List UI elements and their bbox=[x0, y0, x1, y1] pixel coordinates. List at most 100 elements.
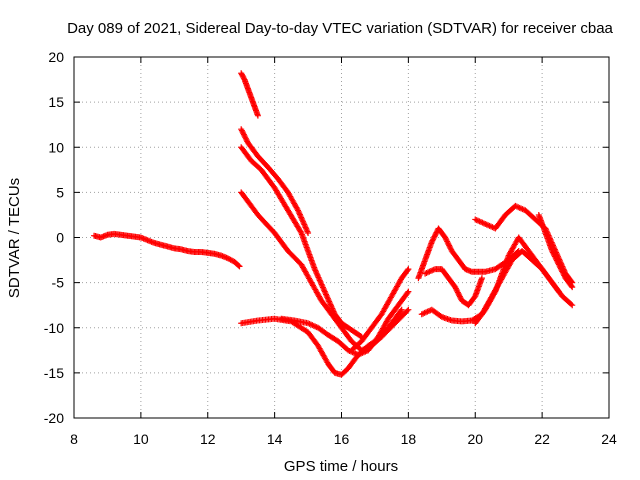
data-point bbox=[404, 307, 411, 314]
data-point bbox=[442, 235, 449, 242]
data-point bbox=[297, 228, 304, 235]
data-point bbox=[560, 271, 567, 278]
data-point bbox=[454, 289, 461, 296]
data-point bbox=[240, 131, 247, 138]
data-point bbox=[550, 250, 557, 257]
data-point bbox=[240, 130, 247, 137]
data-point bbox=[235, 262, 242, 269]
data-point bbox=[404, 289, 411, 296]
data-point bbox=[404, 267, 411, 274]
data-point bbox=[552, 254, 559, 261]
data-point bbox=[551, 252, 558, 259]
data-point bbox=[554, 258, 561, 265]
y-tick-label: -20 bbox=[44, 410, 64, 426]
data-series bbox=[91, 70, 576, 378]
data-point bbox=[446, 242, 453, 249]
data-point bbox=[557, 265, 564, 272]
data-point bbox=[242, 134, 249, 141]
data-point bbox=[559, 269, 566, 276]
y-tick-label: -10 bbox=[44, 320, 64, 336]
grid bbox=[74, 57, 609, 418]
data-point bbox=[242, 135, 249, 142]
data-point bbox=[453, 286, 460, 293]
y-tick-label: 5 bbox=[56, 184, 64, 200]
data-point bbox=[452, 284, 459, 291]
data-point bbox=[444, 238, 451, 245]
data-point bbox=[238, 126, 245, 133]
data-point bbox=[454, 288, 461, 295]
data-point bbox=[305, 229, 312, 236]
data-point bbox=[398, 306, 405, 313]
y-tick-label: -5 bbox=[52, 275, 65, 291]
data-point bbox=[432, 232, 439, 239]
data-point bbox=[554, 287, 561, 294]
x-tick-label: 12 bbox=[200, 431, 216, 447]
y-axis-label: SDTVAR / TECUs bbox=[6, 178, 23, 298]
data-point bbox=[238, 127, 245, 134]
data-point bbox=[243, 137, 250, 144]
x-axis-label: GPS time / hours bbox=[284, 458, 398, 475]
series-arc-1 bbox=[91, 230, 243, 270]
x-tick-label: 24 bbox=[601, 431, 617, 447]
data-point bbox=[405, 266, 412, 273]
data-point bbox=[429, 237, 436, 244]
data-point bbox=[555, 261, 562, 268]
data-point bbox=[236, 263, 243, 270]
y-tick-label: 20 bbox=[48, 49, 64, 65]
series-arc-10 bbox=[422, 266, 485, 309]
data-point bbox=[254, 112, 261, 119]
data-point bbox=[239, 128, 246, 135]
series-arc-8 bbox=[348, 266, 412, 354]
y-tick-label: 15 bbox=[48, 94, 64, 110]
data-point bbox=[568, 301, 575, 308]
x-tick-label: 22 bbox=[534, 431, 550, 447]
y-tick-label: 0 bbox=[56, 230, 64, 246]
data-point bbox=[442, 234, 449, 241]
data-point bbox=[430, 234, 437, 241]
data-point bbox=[553, 256, 560, 263]
data-point bbox=[557, 264, 564, 271]
x-tick-label: 14 bbox=[267, 431, 283, 447]
data-point bbox=[491, 290, 498, 297]
data-point bbox=[397, 307, 404, 314]
data-point bbox=[444, 239, 451, 246]
data-point bbox=[445, 241, 452, 248]
data-point bbox=[569, 284, 576, 291]
x-tick-label: 18 bbox=[401, 431, 417, 447]
x-tick-label: 10 bbox=[133, 431, 149, 447]
series-arc-2 bbox=[238, 70, 261, 119]
series-arc-4 bbox=[238, 144, 365, 340]
plot-frame bbox=[73, 56, 610, 419]
data-point bbox=[433, 229, 440, 236]
data-point bbox=[553, 257, 560, 264]
series-arc-3 bbox=[238, 126, 312, 236]
data-point bbox=[555, 288, 562, 295]
chart-title: Day 089 of 2021, Sidereal Day-to-day VTE… bbox=[67, 20, 613, 37]
data-point bbox=[457, 294, 464, 301]
data-point bbox=[551, 253, 558, 260]
data-point bbox=[478, 275, 485, 282]
data-point bbox=[405, 288, 412, 295]
y-tick-label: -15 bbox=[44, 365, 64, 381]
data-point bbox=[559, 268, 566, 275]
data-point bbox=[556, 262, 563, 269]
x-tick-label: 8 bbox=[70, 431, 78, 447]
data-point bbox=[456, 293, 463, 300]
y-tick-label: 10 bbox=[48, 139, 64, 155]
data-point bbox=[569, 302, 576, 309]
series-arc-7 bbox=[278, 288, 412, 358]
data-point bbox=[452, 285, 459, 292]
data-point bbox=[430, 236, 437, 243]
data-point bbox=[447, 245, 454, 252]
data-point bbox=[558, 266, 565, 273]
data-point bbox=[455, 290, 462, 297]
data-point bbox=[549, 248, 556, 255]
series-arc-14 bbox=[535, 211, 576, 291]
data-point bbox=[294, 206, 301, 213]
series-arc-6 bbox=[238, 306, 412, 378]
data-point bbox=[431, 233, 438, 240]
data-point bbox=[405, 306, 412, 313]
x-tick-label: 16 bbox=[334, 431, 350, 447]
data-point bbox=[561, 272, 568, 279]
